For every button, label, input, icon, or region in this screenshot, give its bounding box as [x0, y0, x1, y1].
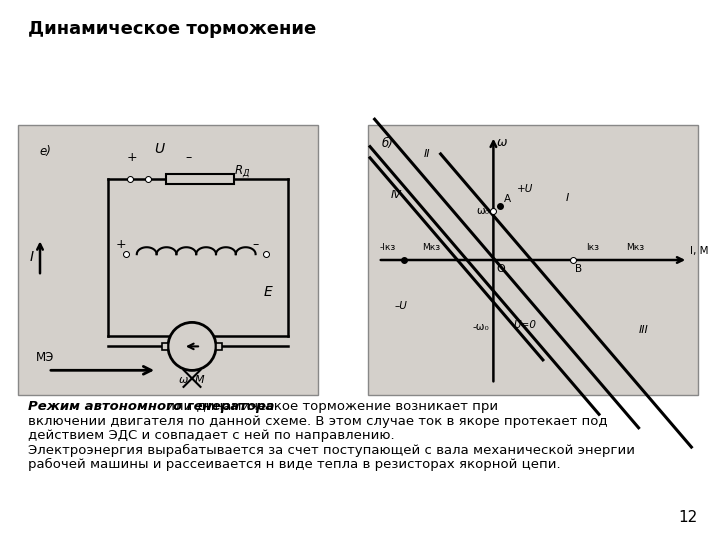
Text: +: +: [127, 151, 138, 164]
Text: -ω₀: -ω₀: [472, 322, 490, 333]
Text: МЭ: МЭ: [36, 351, 54, 364]
Bar: [18, 125, 318, 395]
Text: -Iкз: -Iкз: [379, 243, 396, 252]
Bar: [162, 343, 168, 350]
Text: е): е): [39, 145, 51, 159]
Bar: [216, 343, 222, 350]
Text: ω: ω: [496, 136, 507, 149]
Text: включении двигателя по данной схеме. В этом случае ток в якоре протекает под: включении двигателя по данной схеме. В э…: [28, 415, 608, 428]
Circle shape: [168, 322, 216, 370]
Text: $R_Д$: $R_Д$: [234, 163, 251, 179]
Text: –: –: [252, 238, 258, 251]
Text: ω₀: ω₀: [477, 206, 490, 217]
Text: B: B: [575, 264, 582, 274]
Text: –: –: [186, 151, 192, 164]
Text: 12: 12: [679, 510, 698, 525]
Text: или динамическое торможение возникает при: или динамическое торможение возникает пр…: [162, 400, 498, 413]
Text: O: O: [496, 264, 505, 274]
Text: рабочей машины и рассеивается н виде тепла в резисторах якорной цепи.: рабочей машины и рассеивается н виде теп…: [28, 458, 561, 471]
Text: II: II: [424, 150, 431, 159]
Text: действием ЭДС и совпадает с ней по направлению.: действием ЭДС и совпадает с ней по напра…: [28, 429, 395, 442]
Text: +U: +U: [516, 185, 533, 194]
Text: +: +: [115, 238, 126, 251]
Text: I: I: [30, 251, 34, 264]
Bar: [166, 174, 234, 184]
Text: III: III: [639, 325, 648, 335]
Text: Mкз: Mкз: [626, 243, 644, 252]
Text: M: M: [195, 375, 204, 385]
Text: E: E: [264, 286, 273, 299]
Text: б): б): [381, 137, 393, 151]
Text: U: U: [154, 143, 164, 156]
Text: –U: –U: [395, 301, 408, 310]
Text: Iкз: Iкз: [586, 243, 599, 252]
Text: I, M: I, M: [690, 246, 708, 256]
Text: A: A: [504, 194, 511, 204]
Text: IV: IV: [391, 190, 402, 200]
Text: I: I: [566, 193, 570, 202]
Bar: [368, 125, 698, 395]
Text: U=0: U=0: [513, 320, 536, 329]
Text: Электроэнергия вырабатывается за счет поступающей с вала механической энергии: Электроэнергия вырабатывается за счет по…: [28, 443, 635, 457]
Text: Режим автономного генератора: Режим автономного генератора: [28, 400, 274, 413]
Text: Mкз: Mкз: [422, 243, 440, 252]
Text: ω: ω: [179, 375, 189, 385]
Text: Динамическое торможение: Динамическое торможение: [28, 20, 316, 38]
